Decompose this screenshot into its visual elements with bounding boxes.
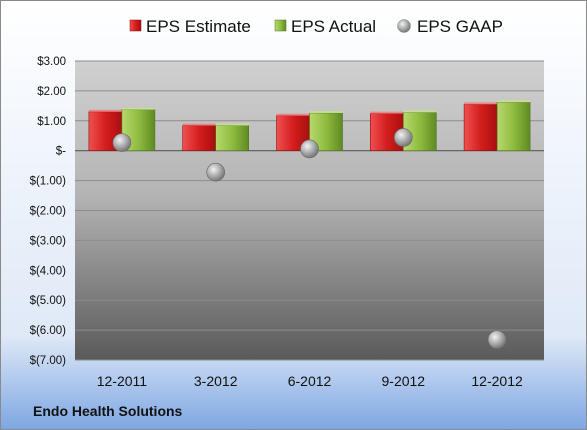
legend-label-eps-actual: EPS Actual — [291, 17, 376, 36]
company-name: Endo Health Solutions — [33, 403, 183, 419]
legend: EPS Estimate EPS Actual EPS GAAP — [129, 17, 503, 36]
y-tick-label: $(4.00) — [30, 265, 67, 277]
bar-top-face — [370, 111, 404, 114]
bar-top-face — [121, 107, 155, 110]
bar-top-face — [215, 123, 249, 126]
marker-eps-gaap-6-2012 — [300, 139, 319, 159]
x-tick-label: 12-2011 — [97, 373, 148, 389]
bar-eps-estimate-12-2012 — [463, 104, 498, 152]
marker-eps-gaap-12-2011 — [112, 133, 132, 152]
legend-label-eps-gaap: EPS GAAP — [417, 17, 503, 36]
y-tick-label: $(2.00) — [30, 206, 67, 218]
x-tick-label: 9-2012 — [382, 373, 426, 389]
x-tick-label: 12-2012 — [471, 373, 523, 389]
y-tick-label: $(1.00) — [30, 176, 67, 188]
y-tick-label: $(7.00) — [30, 355, 67, 367]
y-tick-label: $- — [56, 146, 66, 158]
y-axis-ticks: $3.00 $2.00 $1.00 $- $(1.00) $(2.00) $(3.00) $(… — [30, 56, 67, 367]
x-tick-label: 6-2012 — [288, 373, 332, 389]
marker-eps-gaap-9-2012 — [393, 128, 413, 147]
y-tick-label: $3.00 — [37, 56, 66, 68]
bar-eps-actual-12-2012 — [496, 101, 531, 152]
y-tick-label: $(5.00) — [30, 295, 67, 307]
marker-eps-gaap-12-2012 — [487, 330, 507, 349]
bar-top-face — [88, 109, 122, 112]
bar-eps-actual-3-2012 — [215, 125, 249, 151]
bar-eps-estimate-3-2012 — [182, 125, 216, 151]
x-axis-labels: 12-2011 3-2012 6-2012 9-2012 12-2012 — [97, 373, 523, 389]
gaap-markers — [112, 128, 507, 349]
bar-top-face — [276, 113, 310, 116]
bar-top-face — [182, 123, 216, 126]
bar-top-face — [309, 111, 343, 114]
legend-swatch-eps-estimate — [129, 19, 142, 32]
y-tick-label: $1.00 — [37, 116, 66, 128]
y-tick-label: $2.00 — [37, 86, 66, 98]
legend-swatch-eps-actual — [274, 19, 287, 32]
bar-top-face — [464, 102, 498, 105]
legend-label-eps-estimate: EPS Estimate — [146, 17, 251, 36]
y-tick-label: $(6.00) — [30, 325, 67, 337]
x-tick-label: 3-2012 — [194, 373, 238, 389]
legend-swatch-eps-gaap — [397, 19, 411, 33]
bar-top-face — [403, 110, 437, 113]
marker-eps-gaap-3-2012 — [206, 162, 225, 182]
bar-top-face — [497, 100, 531, 103]
y-tick-label: $(3.00) — [30, 235, 67, 247]
